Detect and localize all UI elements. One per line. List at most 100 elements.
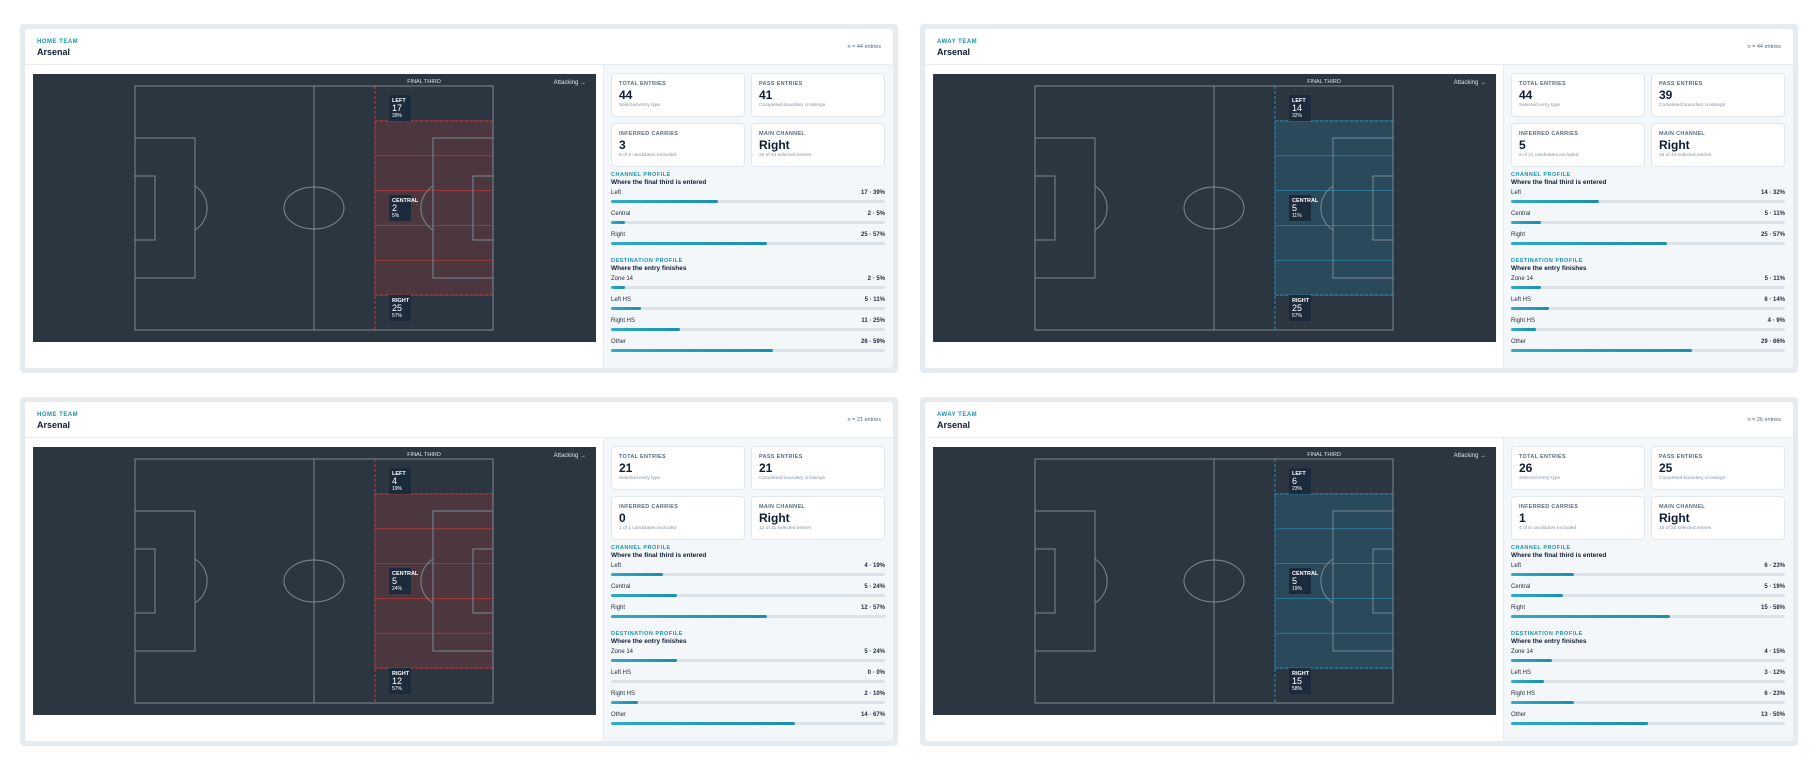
kpi-value: Right	[759, 511, 790, 525]
kpi-total-entries: TOTAL ENTRIES 26 Selected entry type	[1511, 446, 1645, 490]
metric-value: 26 · 59%	[860, 339, 885, 345]
metric-labels: Left 6 · 23%	[1511, 563, 1785, 569]
kpi-caption: 4 of 5 candidates excluded	[1519, 526, 1577, 531]
metric-value: 0 · 0%	[867, 670, 885, 676]
kpi-grid: TOTAL ENTRIES 21 Selected entry type PASS E…	[611, 446, 885, 540]
metric-labels: Zone 14 5 · 11%	[1511, 276, 1785, 282]
metric-label: Right	[1511, 605, 1526, 611]
metric-value: 29 · 66%	[1760, 339, 1785, 345]
bar-fill	[611, 349, 773, 352]
metric-row: Central 5 · 11%	[1511, 211, 1785, 232]
metric-row: Left HS 5 · 11%	[611, 297, 885, 318]
kpi-value: 21	[759, 461, 773, 475]
right-six-yard-box	[472, 175, 494, 241]
kpi-label: PASS ENTRIES	[1659, 454, 1703, 460]
zone-pct: 5%	[392, 213, 400, 219]
metric-label: Central	[1511, 211, 1531, 217]
kpi-caption: 25 of 44 selected entries	[1659, 153, 1712, 158]
kpi-caption: 1 of 1 candidates excluded	[619, 526, 677, 531]
zone-name: RIGHT	[1292, 298, 1310, 304]
zone-pct: 39%	[392, 113, 403, 119]
zone-pct: 57%	[1292, 313, 1303, 319]
pitch-svg: FINAL THIRD	[1034, 79, 1394, 331]
kpi-value: 21	[619, 461, 633, 475]
panel-header: HOME TEAM Arsenal n = 21 entries	[25, 402, 893, 438]
right-six-yard-box	[1372, 548, 1394, 614]
kpi-pass-entries: PASS ENTRIES 25 Completed boundary crossin…	[1651, 446, 1785, 490]
kpi-grid: TOTAL ENTRIES 44 Selected entry type PASS E…	[1511, 73, 1785, 167]
bar-track	[1511, 221, 1785, 224]
kpi-value: 3	[619, 138, 626, 152]
kpi-inferred-carries: INFERRED CARRIES 0 1 of 1 candidates exclu…	[611, 496, 745, 540]
panel-body: HOME TEAM Arsenal n = 21 entries FINAL THIR…	[25, 402, 893, 741]
kpi-value: Right	[1659, 511, 1690, 525]
bar-track	[611, 307, 885, 310]
channel-profile: CHANNEL PROFILE Where the final third is …	[1511, 545, 1785, 626]
metric-label: Right	[611, 605, 626, 611]
team-side-label: HOME TEAM	[37, 39, 79, 45]
zone-pct: 32%	[1292, 113, 1303, 119]
kpi-inferred-carries: INFERRED CARRIES 1 4 of 5 candidates exclu…	[1511, 496, 1645, 540]
attacking-direction-label: Attacking →	[1453, 80, 1486, 86]
team-side-label: AWAY TEAM	[937, 412, 978, 418]
attacking-direction-label: Attacking →	[553, 453, 586, 459]
metric-labels: Right HS 11 · 25%	[611, 318, 885, 324]
zone-label-left: LEFT 17 39%	[389, 95, 411, 121]
left-channel-band	[1274, 155, 1394, 191]
kpi-grid: TOTAL ENTRIES 26 Selected entry type PASS E…	[1511, 446, 1785, 540]
kpi-caption: Selected entry type	[1519, 476, 1561, 481]
metric-row: Left 17 · 39%	[611, 190, 885, 211]
destination-profile: DESTINATION PROFILE Where the entry finis…	[611, 631, 885, 733]
bar-fill	[611, 286, 625, 289]
metric-row: Zone 14 5 · 24%	[611, 649, 885, 670]
zone-name: LEFT	[392, 471, 406, 477]
panel-body: AWAY TEAM Arsenal n = 26 entries FINAL THIR…	[925, 402, 1793, 741]
zone-label-left: LEFT 4 19%	[389, 468, 411, 494]
bar-fill	[611, 701, 639, 704]
kpi-caption: Selected entry type	[619, 476, 661, 481]
right-penalty-arc	[420, 558, 434, 604]
kpi-label: TOTAL ENTRIES	[619, 454, 666, 460]
entry-panel: HOME TEAM Arsenal n = 44 entries FINAL THIR…	[20, 24, 898, 373]
kpi-value: 26	[1519, 461, 1533, 475]
final-third-label: FINAL THIRD	[407, 79, 441, 85]
left-penalty-arc	[1094, 558, 1108, 604]
kpi-total-entries: TOTAL ENTRIES 44 Selected entry type	[611, 73, 745, 117]
kpi-pass-entries: PASS ENTRIES 21 Completed boundary crossin…	[751, 446, 885, 490]
bar-track	[1511, 680, 1785, 683]
metric-row: Right 25 · 57%	[1511, 232, 1785, 253]
metric-value: 11 · 25%	[861, 318, 885, 324]
kpi-pass-entries: PASS ENTRIES 39 Completed boundary crossin…	[1651, 73, 1785, 117]
zone-pct: 19%	[392, 486, 403, 492]
centre-circle	[1183, 186, 1245, 230]
attacking-direction-label: Attacking →	[553, 80, 586, 86]
metric-label: Right HS	[611, 691, 636, 697]
stats-column: TOTAL ENTRIES 44 Selected entry type PASS E…	[1503, 65, 1793, 368]
pitch-svg: FINAL THIRD	[134, 79, 494, 331]
metric-label: Other	[1511, 712, 1527, 718]
metric-labels: Other 26 · 59%	[611, 339, 885, 345]
metric-value: 2 · 5%	[867, 276, 885, 282]
bar-track	[1511, 573, 1785, 576]
metric-value: 5 · 24%	[864, 584, 885, 590]
entry-panel: AWAY TEAM Arsenal n = 26 entries FINAL THIR…	[920, 397, 1798, 746]
bar-track	[1511, 722, 1785, 725]
metric-row: Right HS 11 · 25%	[611, 318, 885, 339]
bar-fill	[1511, 594, 1564, 597]
kpi-grid: TOTAL ENTRIES 44 Selected entry type PASS E…	[611, 73, 885, 167]
bar-track	[611, 328, 885, 331]
bar-track	[611, 221, 885, 224]
zone-pct: 11%	[1292, 213, 1302, 219]
pitch-svg: FINAL THIRD	[134, 452, 494, 704]
destination-profile: DESTINATION PROFILE Where the entry finis…	[1511, 258, 1785, 360]
bar-track	[611, 680, 885, 683]
stats-column: TOTAL ENTRIES 26 Selected entry type PASS E…	[1503, 438, 1793, 741]
bar-fill	[1511, 221, 1542, 224]
metric-labels: Other 13 · 50%	[1511, 712, 1785, 718]
team-name: Arsenal	[37, 47, 71, 57]
centre-circle	[1183, 559, 1245, 603]
left-penalty-box	[1034, 510, 1096, 652]
final-third-label: FINAL THIRD	[1307, 452, 1341, 458]
kpi-label: MAIN CHANNEL	[759, 131, 806, 137]
centre-circle	[283, 559, 345, 603]
